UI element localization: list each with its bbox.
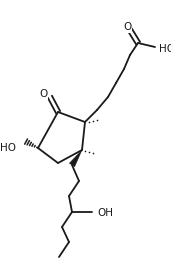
Text: HO: HO <box>0 143 16 153</box>
Text: O: O <box>39 89 47 99</box>
Polygon shape <box>69 150 82 167</box>
Text: OH: OH <box>97 208 113 218</box>
Text: O: O <box>123 22 131 32</box>
Text: HO: HO <box>159 44 171 54</box>
